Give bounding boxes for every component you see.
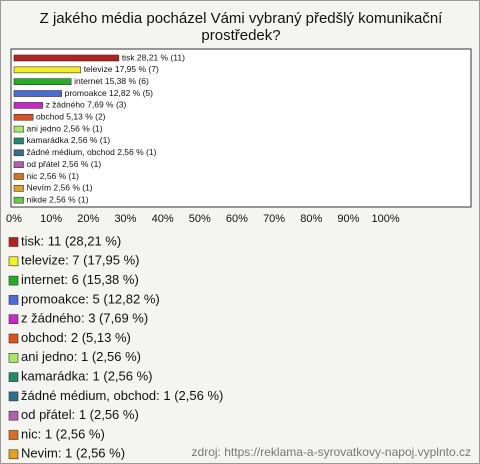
legend-label: obchod: 2 (5,13 %) [21, 330, 131, 345]
value-label: z žádného 7,69 % (3) [46, 100, 127, 110]
legend-label: internet: 6 (15,38 %) [21, 272, 139, 287]
x-tick-label: 30% [114, 213, 136, 225]
x-tick-label: 60% [226, 213, 248, 225]
value-label: Nevím 2,56 % (1) [27, 183, 93, 193]
bar [13, 113, 34, 121]
value-label: tisk 28,21 % (11) [122, 52, 185, 62]
chart-title: Z jakého média pocházel Vámi vybraný pře… [39, 10, 443, 44]
bar [13, 90, 62, 97]
x-tick-label: 0% [6, 213, 22, 225]
legend-swatch [8, 391, 19, 402]
x-tick-label: 90% [337, 213, 359, 225]
legend-label: promoakce: 5 (12,82 %) [21, 291, 160, 306]
x-tick-label: 10% [40, 213, 62, 225]
x-tick-label: 80% [300, 213, 322, 225]
bar [13, 173, 24, 180]
legend-swatch [8, 352, 19, 363]
legend-label: Nevim: 1 (2,56 %) [21, 446, 125, 461]
legend-swatch [8, 430, 19, 440]
source: zdroj: https://reklama-a-syrovatkovy-nap… [192, 445, 471, 459]
value-label: nic 2,56 % (1) [27, 171, 80, 181]
x-tick-label: 40% [152, 213, 174, 225]
legend-swatch [8, 237, 19, 247]
bar [13, 66, 81, 74]
legend-swatch [8, 372, 19, 382]
legend-label: ani jedno: 1 (2,56 %) [21, 349, 141, 364]
legend-label: televize: 7 (17,95 %) [21, 253, 140, 268]
legend-label: z žádného: 3 (7,69 %) [21, 311, 148, 326]
value-label: nikde 2,56 % (1) [27, 194, 89, 204]
bar [13, 185, 24, 192]
legend-label: žádné médium, obchod: 1 (2,56 %) [21, 388, 223, 403]
legend-swatch [8, 314, 19, 325]
x-tick-label: 20% [77, 213, 99, 225]
bar [13, 54, 120, 62]
value-label: ani jedno 2,56 % (1) [27, 123, 103, 133]
legend-swatch [8, 410, 19, 421]
legend-swatch [8, 275, 19, 286]
legend-swatch [8, 449, 19, 460]
value-label: televize 17,95 % (7) [84, 64, 159, 74]
value-label: od přátel 2,56 % (1) [27, 159, 102, 169]
legend-label: kamarádka: 1 (2,56 %) [21, 369, 153, 384]
bar [13, 137, 24, 145]
legend-label: tisk: 11 (28,21 %) [21, 233, 121, 248]
legend-swatch [8, 333, 19, 344]
value-label: žádné médium, obchod 2,56 % (1) [27, 147, 157, 157]
x-tick-label: 100% [371, 213, 399, 225]
bar [13, 149, 24, 157]
bar [13, 102, 43, 109]
bar [13, 196, 24, 204]
value-label: kamarádka 2,56 % (1) [27, 135, 111, 145]
legend-swatch [8, 256, 19, 267]
legend-label: od přátel: 1 (2,56 %) [21, 407, 139, 422]
x-tick-label: 50% [189, 213, 211, 225]
plot-frame [10, 48, 472, 208]
value-label: internet 15,38 % (6) [74, 76, 149, 86]
bar [13, 161, 24, 168]
legend-swatch [8, 295, 19, 305]
x-tick-label: 70% [263, 213, 285, 225]
value-label: promoakce 12,82 % (5) [65, 88, 154, 98]
value-label: obchod 5,13 % (2) [36, 112, 106, 122]
bar [13, 78, 72, 85]
bar [13, 125, 24, 133]
legend-label: nic: 1 (2,56 %) [21, 426, 105, 441]
